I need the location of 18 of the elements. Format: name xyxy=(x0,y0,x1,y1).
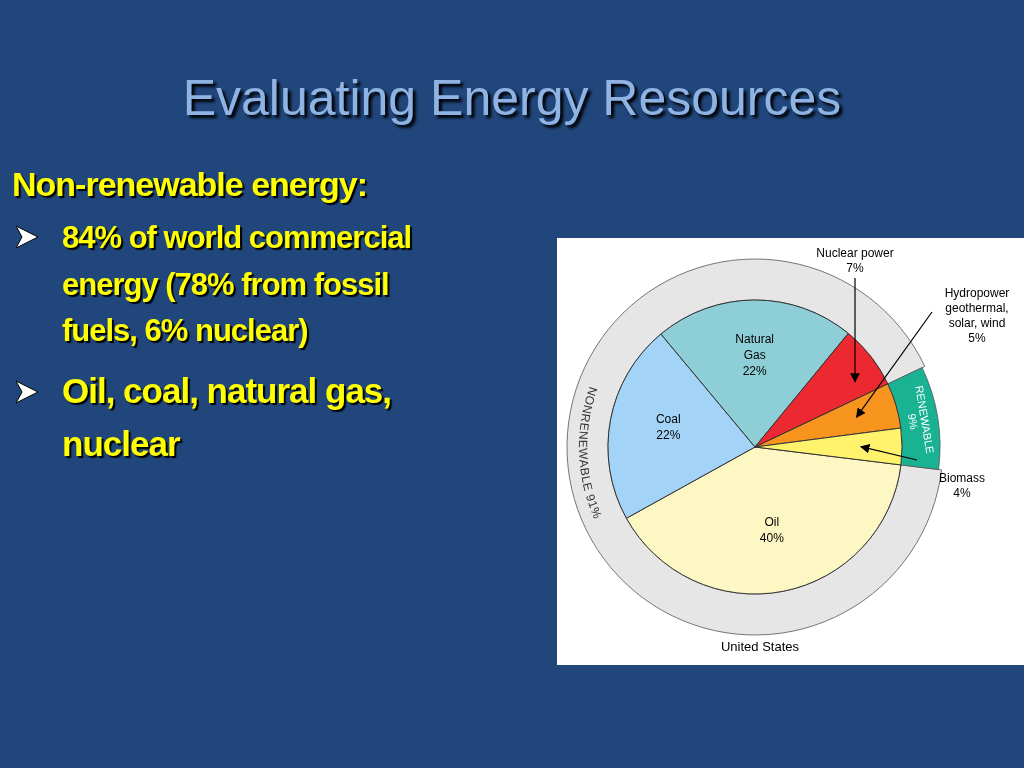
data-label: 4% xyxy=(953,486,971,500)
text: 84% of world commercial energy (78% from fossil fuels, 6% nuclear) xyxy=(62,220,412,348)
data-label: 5% xyxy=(968,331,986,345)
slice-label: Coal xyxy=(655,411,681,426)
slice-label: Biomass xyxy=(938,471,986,485)
data-label: 22% xyxy=(656,427,681,442)
data-label: 40% xyxy=(759,530,785,545)
slice-label: Natural Gas xyxy=(735,331,775,362)
text: Oil, coal, natural gas, nuclear xyxy=(62,371,392,463)
text: Evaluating Energy Resources xyxy=(182,70,842,126)
data-label: 22% xyxy=(742,363,768,378)
data-label: 7% xyxy=(846,261,864,275)
slice-label: Oil xyxy=(764,514,780,529)
donut-slice xyxy=(566,258,942,636)
text: Non-renewable energy: xyxy=(12,165,367,203)
text: United States xyxy=(720,639,800,654)
slice-label: Hydropower geothermal, solar, wind xyxy=(944,286,1010,330)
slice-label: Nuclear power xyxy=(816,246,894,260)
